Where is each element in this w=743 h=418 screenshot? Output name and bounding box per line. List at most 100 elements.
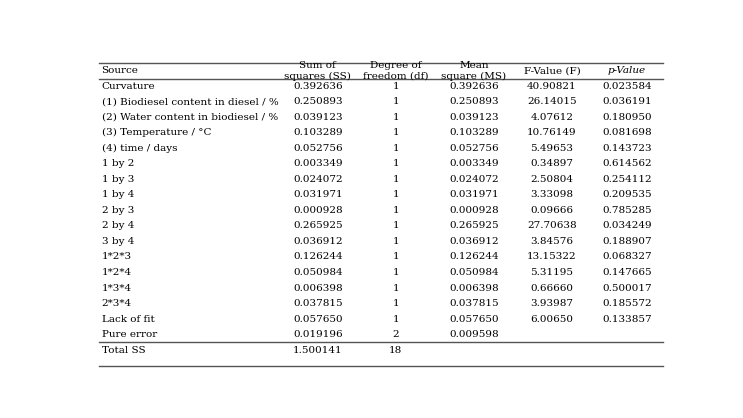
Text: 1: 1 (392, 128, 399, 138)
Text: 1: 1 (392, 206, 399, 215)
Text: 3.84576: 3.84576 (531, 237, 574, 246)
Text: 0.052756: 0.052756 (293, 144, 343, 153)
Text: 0.009598: 0.009598 (449, 330, 499, 339)
Text: 0.037815: 0.037815 (293, 299, 343, 308)
Text: 2*3*4: 2*3*4 (102, 299, 132, 308)
Text: 0.081698: 0.081698 (602, 128, 652, 138)
Text: Pure error: Pure error (102, 330, 157, 339)
Text: 2.50804: 2.50804 (531, 175, 574, 184)
Text: 1: 1 (392, 159, 399, 168)
Text: 0.006398: 0.006398 (449, 283, 499, 293)
Text: 0.103289: 0.103289 (293, 128, 343, 138)
Text: 0.036191: 0.036191 (602, 97, 652, 106)
Text: 1 by 4: 1 by 4 (102, 191, 134, 199)
Text: (2) Water content in biodiesel / %: (2) Water content in biodiesel / % (102, 113, 278, 122)
Text: 0.003349: 0.003349 (293, 159, 343, 168)
Text: 1: 1 (392, 268, 399, 277)
Text: 0.031971: 0.031971 (449, 191, 499, 199)
Text: 0.019196: 0.019196 (293, 330, 343, 339)
Text: 0.392636: 0.392636 (449, 82, 499, 91)
Text: 5.31195: 5.31195 (531, 268, 574, 277)
Text: 1: 1 (392, 237, 399, 246)
Text: 0.392636: 0.392636 (293, 82, 343, 91)
Text: 0.250893: 0.250893 (293, 97, 343, 106)
Text: 0.103289: 0.103289 (449, 128, 499, 138)
Text: 1*2*3: 1*2*3 (102, 252, 132, 262)
Text: 1 by 3: 1 by 3 (102, 175, 134, 184)
Text: 27.70638: 27.70638 (527, 222, 577, 230)
Text: Source: Source (102, 66, 138, 75)
Text: Mean
square (MS): Mean square (MS) (441, 61, 507, 81)
Text: 10.76149: 10.76149 (527, 128, 577, 138)
Text: 1: 1 (392, 82, 399, 91)
Text: 0.133857: 0.133857 (602, 314, 652, 324)
Text: Curvature: Curvature (102, 82, 155, 91)
Text: 0.000928: 0.000928 (293, 206, 343, 215)
Text: 1: 1 (392, 191, 399, 199)
Text: 0.126244: 0.126244 (449, 252, 499, 262)
Text: 0.126244: 0.126244 (293, 252, 343, 262)
Text: 1: 1 (392, 222, 399, 230)
Text: 0.068327: 0.068327 (602, 252, 652, 262)
Text: Degree of
freedom (df): Degree of freedom (df) (363, 61, 429, 81)
Text: 1: 1 (392, 113, 399, 122)
Text: p-Value: p-Value (608, 66, 646, 75)
Text: 0.250893: 0.250893 (449, 97, 499, 106)
Text: 1 by 2: 1 by 2 (102, 159, 134, 168)
Text: 1: 1 (392, 314, 399, 324)
Text: 0.180950: 0.180950 (602, 113, 652, 122)
Text: 0.006398: 0.006398 (293, 283, 343, 293)
Text: 1: 1 (392, 252, 399, 262)
Text: 0.003349: 0.003349 (449, 159, 499, 168)
Text: 3.93987: 3.93987 (531, 299, 574, 308)
Text: 0.050984: 0.050984 (449, 268, 499, 277)
Text: 0.500017: 0.500017 (602, 283, 652, 293)
Text: Lack of fit: Lack of fit (102, 314, 155, 324)
Text: 0.209535: 0.209535 (602, 191, 652, 199)
Text: 1: 1 (392, 299, 399, 308)
Text: 0.34897: 0.34897 (531, 159, 574, 168)
Text: 0.036912: 0.036912 (449, 237, 499, 246)
Text: 3 by 4: 3 by 4 (102, 237, 134, 246)
Text: 1: 1 (392, 97, 399, 106)
Text: 1*3*4: 1*3*4 (102, 283, 132, 293)
Text: 0.614562: 0.614562 (602, 159, 652, 168)
Text: 0.050984: 0.050984 (293, 268, 343, 277)
Text: 40.90821: 40.90821 (527, 82, 577, 91)
Text: 2: 2 (392, 330, 399, 339)
Text: 26.14015: 26.14015 (527, 97, 577, 106)
Text: 0.09666: 0.09666 (531, 206, 574, 215)
Text: 0.785285: 0.785285 (602, 206, 652, 215)
Text: (3) Temperature / °C: (3) Temperature / °C (102, 128, 211, 138)
Text: 0.057650: 0.057650 (293, 314, 343, 324)
Text: 0.265925: 0.265925 (293, 222, 343, 230)
Text: 18: 18 (389, 346, 403, 354)
Text: 1: 1 (392, 283, 399, 293)
Text: 1: 1 (392, 175, 399, 184)
Text: 1: 1 (392, 144, 399, 153)
Text: 0.147665: 0.147665 (602, 268, 652, 277)
Text: Total SS: Total SS (102, 346, 145, 354)
Text: 5.49653: 5.49653 (531, 144, 574, 153)
Text: F-Value (F): F-Value (F) (524, 66, 580, 75)
Text: 2 by 4: 2 by 4 (102, 222, 134, 230)
Text: 0.037815: 0.037815 (449, 299, 499, 308)
Text: (4) time / days: (4) time / days (102, 144, 177, 153)
Text: 0.039123: 0.039123 (449, 113, 499, 122)
Text: 0.000928: 0.000928 (449, 206, 499, 215)
Text: 0.034249: 0.034249 (602, 222, 652, 230)
Text: Sum of
squares (SS): Sum of squares (SS) (285, 61, 351, 81)
Text: 4.07612: 4.07612 (531, 113, 574, 122)
Text: 0.024072: 0.024072 (293, 175, 343, 184)
Text: 0.143723: 0.143723 (602, 144, 652, 153)
Text: 13.15322: 13.15322 (527, 252, 577, 262)
Text: 0.036912: 0.036912 (293, 237, 343, 246)
Text: 0.024072: 0.024072 (449, 175, 499, 184)
Text: 0.057650: 0.057650 (449, 314, 499, 324)
Text: 3.33098: 3.33098 (531, 191, 574, 199)
Text: (1) Biodiesel content in diesel / %: (1) Biodiesel content in diesel / % (102, 97, 279, 106)
Text: 0.023584: 0.023584 (602, 82, 652, 91)
Text: 0.188907: 0.188907 (602, 237, 652, 246)
Text: 1*2*4: 1*2*4 (102, 268, 132, 277)
Text: 0.039123: 0.039123 (293, 113, 343, 122)
